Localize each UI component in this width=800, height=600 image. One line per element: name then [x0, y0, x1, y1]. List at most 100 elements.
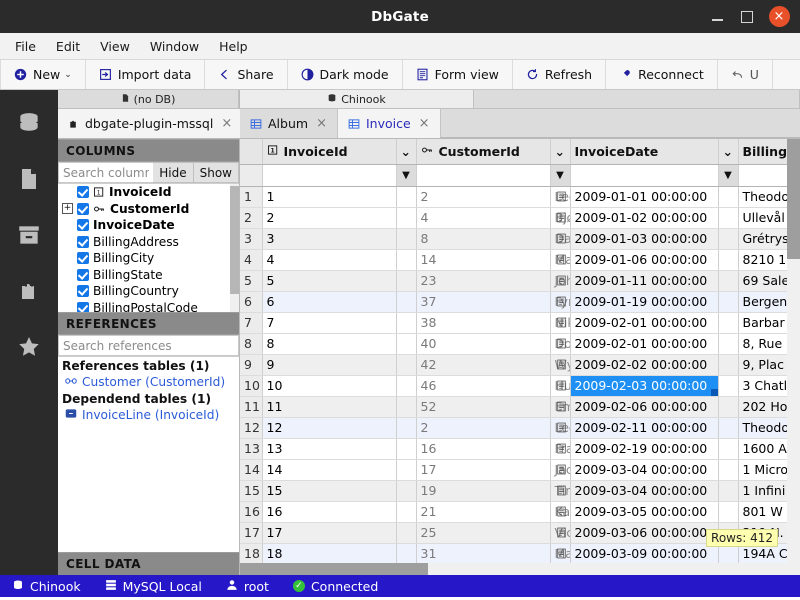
cell-invoicedate[interactable]: 2009-01-19 00:00:00: [570, 291, 719, 313]
cell-invoiceid[interactable]: 4: [262, 249, 397, 271]
column-checkbox[interactable]: [77, 202, 89, 215]
cell-invoicedate[interactable]: 2009-03-05 00:00:00: [570, 501, 719, 523]
sidebar-item-archive[interactable]: [0, 208, 58, 264]
menu-window[interactable]: Window: [149, 38, 200, 54]
funnel-icon[interactable]: ▼: [718, 164, 739, 187]
menu-edit[interactable]: Edit: [55, 38, 81, 54]
cell-customerid[interactable]: 37: [416, 291, 551, 313]
cell-customername[interactable]: Dominique: [550, 333, 571, 355]
column-checkbox[interactable]: [77, 235, 89, 248]
cell-billingaddress[interactable]: 8210 1: [738, 249, 800, 271]
cell-invoicedate[interactable]: 2009-01-02 00:00:00: [570, 207, 719, 229]
expand-record-icon[interactable]: [556, 526, 567, 541]
cell-customername[interactable]: Leonie: [550, 186, 571, 208]
cell-invoicedate[interactable]: 2009-03-04 00:00:00: [570, 459, 719, 481]
cell-billingaddress[interactable]: Theodo: [738, 186, 800, 208]
cell-customerid[interactable]: 46: [416, 375, 551, 397]
close-icon[interactable]: ×: [221, 116, 233, 131]
status-database[interactable]: Chinook: [0, 579, 93, 594]
tab-invoice[interactable]: Invoice ×: [337, 109, 441, 138]
reference-link-customer[interactable]: Customer (CustomerId): [58, 374, 239, 390]
cell-invoicedate[interactable]: 2009-02-03 00:00:00: [570, 375, 719, 397]
cell-invoicedate[interactable]: 2009-03-09 00:00:00: [570, 543, 719, 565]
cell-billingaddress[interactable]: 8, Rue: [738, 333, 800, 355]
status-user[interactable]: root: [214, 579, 281, 594]
cell-customerid[interactable]: 21: [416, 501, 551, 523]
cell-customerid[interactable]: 14: [416, 249, 551, 271]
sidebar-item-database[interactable]: [0, 96, 58, 152]
cell-invoicedate[interactable]: 2009-02-01 00:00:00: [570, 312, 719, 334]
expand-record-icon[interactable]: [556, 484, 567, 499]
column-list-item[interactable]: 1 InvoiceId: [58, 184, 239, 201]
reference-link-invoiceline[interactable]: InvoiceLine (InvoiceId): [58, 407, 239, 423]
cell-invoiceid[interactable]: 6: [262, 291, 397, 313]
expand-record-icon[interactable]: [556, 547, 567, 562]
cell-invoicedate[interactable]: 2009-01-11 00:00:00: [570, 270, 719, 292]
cell-invoicedate[interactable]: 2009-02-01 00:00:00: [570, 333, 719, 355]
close-icon[interactable]: ×: [418, 116, 430, 131]
table-row[interactable]: 77 38Niklas2009-02-01 00:00:00 Barbar: [240, 312, 800, 334]
cell-invoiceid[interactable]: 17: [262, 522, 397, 544]
column-checkbox[interactable]: [77, 268, 89, 281]
expander-icon[interactable]: +: [62, 203, 73, 215]
cell-customername[interactable]: Bjørn: [550, 207, 571, 229]
cell-customername[interactable]: Daan: [550, 228, 571, 250]
column-list-item[interactable]: BillingAddress: [58, 234, 239, 251]
reconnect-button[interactable]: Reconnect: [606, 60, 718, 89]
cell-invoiceid[interactable]: 2: [262, 207, 397, 229]
data-grid[interactable]: 1 InvoiceId ⌄: [240, 139, 800, 575]
column-dropdown-invoiceid[interactable]: ⌄: [396, 139, 417, 165]
expand-record-icon[interactable]: [556, 295, 567, 310]
column-dropdown-invoicedate[interactable]: ⌄: [718, 139, 739, 165]
hide-columns-button[interactable]: Hide: [153, 162, 194, 183]
cell-invoiceid[interactable]: 16: [262, 501, 397, 523]
cell-customername[interactable]: Tim: [550, 480, 571, 502]
cell-customername[interactable]: Emma: [550, 396, 571, 418]
cell-billingaddress[interactable]: 1 Infini: [738, 480, 800, 502]
cell-invoiceid[interactable]: 9: [262, 354, 397, 376]
cell-invoicedate[interactable]: 2009-02-02 00:00:00: [570, 354, 719, 376]
form-view-button[interactable]: Form view: [403, 60, 513, 89]
columns-list-scrollbar[interactable]: [230, 184, 239, 312]
grid-horizontal-scrollbar[interactable]: [240, 563, 800, 575]
cell-billingaddress[interactable]: 801 W: [738, 501, 800, 523]
new-button[interactable]: New ⌄: [0, 60, 86, 89]
column-list-item[interactable]: InvoiceDate: [58, 217, 239, 234]
status-server[interactable]: MySQL Local: [93, 579, 214, 594]
cell-invoiceid[interactable]: 15: [262, 480, 397, 502]
cell-customername[interactable]: Victor: [550, 522, 571, 544]
undo-button[interactable]: U: [718, 60, 773, 89]
cell-customerid[interactable]: 42: [416, 354, 551, 376]
expand-record-icon[interactable]: [556, 505, 567, 520]
status-connection[interactable]: ✓ Connected: [281, 579, 390, 594]
cell-invoicedate[interactable]: 2009-02-06 00:00:00: [570, 396, 719, 418]
cell-invoicedate[interactable]: 2009-03-06 00:00:00: [570, 522, 719, 544]
table-row[interactable]: 44 14Mark2009-01-06 00:00:00 8210 1: [240, 249, 800, 271]
column-list-item[interactable]: BillingCountry: [58, 283, 239, 300]
expand-record-icon[interactable]: [556, 400, 567, 415]
column-dropdown-customerid[interactable]: ⌄: [550, 139, 571, 165]
funnel-icon[interactable]: ▼: [550, 164, 571, 187]
cell-billingaddress[interactable]: 3 Chatl: [738, 375, 800, 397]
expand-record-icon[interactable]: [556, 442, 567, 457]
table-row[interactable]: 99 42Wyatt2009-02-02 00:00:00 9, Plac: [240, 354, 800, 376]
tab-dbgate-plugin-mssql[interactable]: dbgate-plugin-mssql ×: [58, 109, 244, 138]
cell-customername[interactable]: Martha: [550, 543, 571, 565]
sidebar-item-favorites[interactable]: [0, 320, 58, 376]
cell-customerid[interactable]: 16: [416, 438, 551, 460]
cell-customerid[interactable]: 25: [416, 522, 551, 544]
cell-customername[interactable]: Hugh: [550, 375, 571, 397]
cell-billingaddress[interactable]: Barbar: [738, 312, 800, 334]
dark-mode-button[interactable]: Dark mode: [288, 60, 403, 89]
sidebar-item-plugins[interactable]: [0, 264, 58, 320]
show-columns-button[interactable]: Show: [193, 162, 239, 183]
filter-input-invoiceid[interactable]: [262, 164, 397, 187]
cell-invoiceid[interactable]: 5: [262, 270, 397, 292]
column-checkbox[interactable]: [77, 186, 89, 199]
filter-input-invoicedate[interactable]: [570, 164, 719, 187]
cell-billingaddress[interactable]: 202 Ho: [738, 396, 800, 418]
